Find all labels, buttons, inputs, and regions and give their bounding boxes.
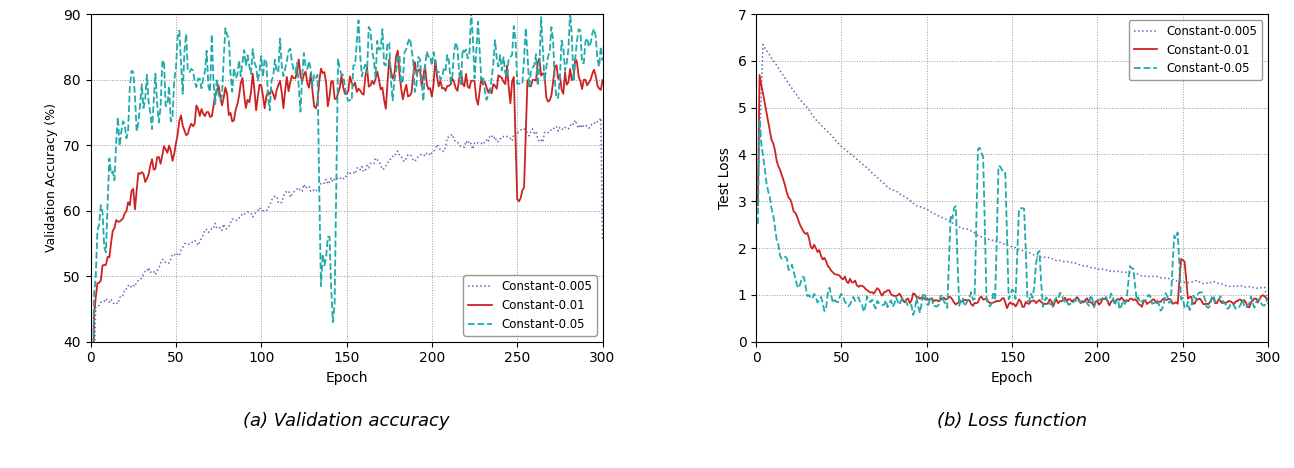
Constant-0.005 [1053,258,1069,264]
Constant-0.05 [1216,300,1232,306]
Constant-0.01 [999,305,1014,311]
Constant-0.01 [84,460,100,465]
Constant-0.05 [547,78,563,84]
Constant-0.01 [595,77,611,83]
Constant-0.05 [751,221,766,227]
Constant-0.01 [387,72,402,77]
Legend: Constant-0.005, Constant-0.01, Constant-0.05: Constant-0.005, Constant-0.01, Constant-… [1128,20,1262,80]
Text: (b) Loss function: (b) Loss function [937,412,1087,430]
Line: Constant-0.05: Constant-0.05 [92,12,603,440]
Constant-0.005 [515,126,531,132]
Constant-0.01 [1216,299,1232,305]
Y-axis label: Test Loss: Test Loss [718,147,732,209]
Legend: Constant-0.005, Constant-0.01, Constant-0.05: Constant-0.005, Constant-0.01, Constant-… [463,276,597,336]
Constant-0.005 [1260,302,1276,308]
Constant-0.005 [397,159,413,164]
Constant-0.005 [1214,281,1229,287]
Constant-0.005 [756,42,771,47]
Line: Constant-0.005: Constant-0.005 [758,44,1268,305]
Constant-0.05 [563,9,578,15]
Line: Constant-0.05: Constant-0.05 [758,120,1268,315]
Constant-0.05 [1184,303,1200,309]
Line: Constant-0.005: Constant-0.005 [92,118,603,458]
Constant-0.01 [753,82,769,88]
Constant-0.05 [753,139,769,145]
Constant-0.01 [389,48,405,53]
Constant-0.05 [1260,295,1276,301]
Constant-0.01 [549,62,564,68]
Constant-0.05 [906,312,921,318]
Constant-0.05 [1056,297,1071,303]
Constant-0.005 [388,150,404,155]
Constant-0.01 [752,72,767,78]
Constant-0.005 [1056,259,1071,264]
Constant-0.05 [387,78,402,84]
Constant-0.005 [547,124,563,129]
Constant-0.01 [516,184,532,190]
Constant-0.01 [1184,294,1200,300]
Line: Constant-0.01: Constant-0.01 [758,75,1268,308]
Constant-0.005 [87,380,102,386]
Constant-0.005 [751,189,766,194]
Constant-0.005 [387,154,402,160]
Constant-0.01 [388,54,404,59]
Y-axis label: Validation Accuracy (%): Validation Accuracy (%) [45,103,58,252]
X-axis label: Epoch: Epoch [991,371,1034,385]
Constant-0.05 [87,292,102,297]
Constant-0.01 [1260,296,1276,302]
Constant-0.05 [515,81,531,87]
Constant-0.01 [1057,295,1073,300]
Constant-0.005 [593,115,608,121]
Constant-0.01 [87,313,102,318]
Constant-0.05 [397,49,413,55]
Constant-0.005 [1064,260,1079,265]
Constant-0.01 [399,82,414,88]
Line: Constant-0.01: Constant-0.01 [92,51,603,462]
X-axis label: Epoch: Epoch [325,371,367,385]
Constant-0.05 [595,58,611,64]
Constant-0.01 [1056,297,1071,303]
Constant-0.005 [752,139,767,145]
Text: (a) Validation accuracy: (a) Validation accuracy [243,412,450,430]
Constant-0.005 [84,455,100,461]
Constant-0.005 [1181,279,1197,285]
Constant-0.01 [751,203,766,208]
Constant-0.05 [84,438,100,443]
Constant-0.05 [1057,299,1073,305]
Constant-0.005 [595,237,611,242]
Constant-0.05 [388,68,404,74]
Constant-0.01 [1066,297,1082,303]
Constant-0.05 [1066,299,1082,305]
Constant-0.05 [752,117,767,123]
